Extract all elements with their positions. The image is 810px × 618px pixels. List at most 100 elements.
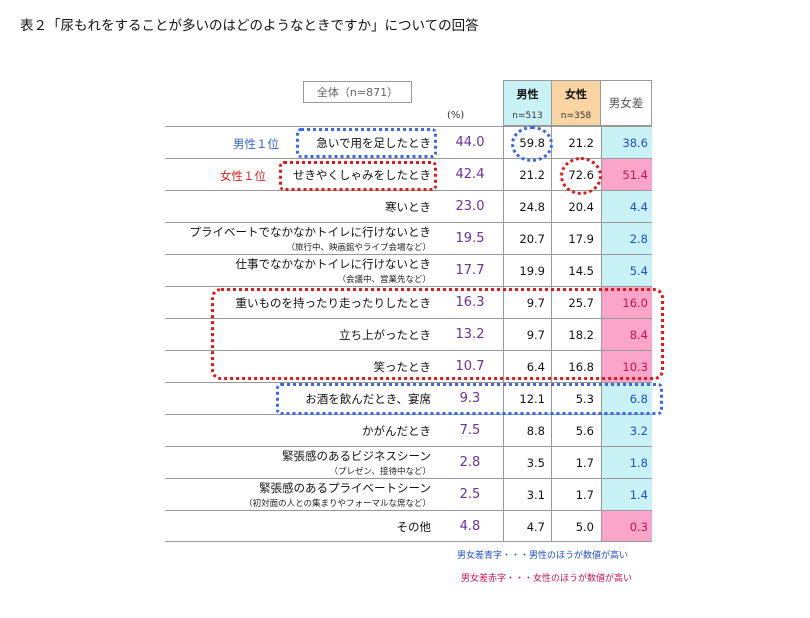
page-title: 表２「尿もれをすることが多いのはどのようなときですか」についての回答 (20, 18, 479, 34)
male-group-highlight (276, 383, 663, 415)
male-value: 3.5 (503, 447, 551, 478)
male-value: 3.1 (503, 479, 551, 510)
row-label-text: 急いで用を足したとき (316, 136, 431, 150)
total-value: 4.8 (459, 519, 481, 534)
male-top-value-circle (511, 126, 553, 162)
row-label: プライベートでなかなかトイレに行けないとき （旅行中、映画館やライブ会場など） (165, 223, 432, 254)
table-row: 緊張感のあるプライベートシーン （初対面の人との集まりやフォーマルな席など） 2.5… (165, 478, 652, 510)
female-value: 14.5 (551, 255, 600, 286)
total-value: 7.5 (459, 423, 481, 438)
male-value: 24.8 (503, 191, 551, 222)
total-value: 10.7 (455, 359, 485, 374)
total-value: 2.8 (459, 455, 481, 470)
diff-value: 1.4 (601, 479, 652, 510)
row-label-text: その他 (396, 520, 432, 534)
diff-value: 16.0 (601, 287, 652, 318)
diff-value: 10.3 (601, 351, 652, 382)
table-row: 緊張感のあるビジネスシーン （プレゼン、接待中など） 2.8 3.5 1.7 1.8 (165, 446, 652, 478)
female-value: 5.3 (551, 383, 600, 414)
female-value: 17.9 (551, 223, 600, 254)
male-value: 9.7 (503, 287, 551, 318)
row-label: かがんだとき (165, 415, 431, 446)
row-label-text: 緊張感のあるプライベートシーン (259, 481, 431, 495)
female-header-label: 女性 (565, 88, 587, 101)
female-value: 16.8 (551, 351, 600, 382)
total-value: 23.0 (455, 199, 485, 214)
male-value: 9.7 (503, 319, 551, 350)
female-sample-size: n=358 (560, 111, 592, 121)
row-label-text: せきやくしゃみをしたとき (293, 168, 431, 182)
table-row: 仕事でなかなかトイレに行けないとき （会議中、営業先など） 17.7 19.9 14.5… (165, 254, 652, 286)
female-value: 25.7 (551, 287, 600, 318)
row-sublabel: （初対面の人との集まりやフォーマルな席など） (244, 499, 431, 509)
legend-red: 男女差赤字・・・女性のほうが数値が高い (461, 574, 633, 584)
unit-label: (%) (447, 110, 465, 121)
female-value: 5.0 (551, 511, 600, 541)
total-value: 44.0 (455, 135, 485, 150)
table-row: かがんだとき 7.5 8.8 5.6 3.2 (165, 414, 652, 446)
female-top-value-circle (560, 157, 602, 195)
row-label: 急いで用を足したとき (165, 127, 431, 158)
row-label: 緊張感のあるビジネスシーン （プレゼン、接待中など） (165, 447, 431, 478)
total-value: 17.7 (455, 263, 485, 278)
table-row: 立ち上がったとき 13.2 9.7 18.2 8.4 (165, 318, 652, 350)
row-label: 立ち上がったとき (165, 319, 431, 350)
female-group-highlight (211, 288, 664, 380)
female-value: 20.4 (551, 191, 600, 222)
female-value: 5.6 (551, 415, 600, 446)
male-sample-size: n=513 (512, 111, 543, 121)
female-value: 18.2 (551, 319, 600, 350)
male-value: 19.9 (503, 255, 551, 286)
row-label-text: 寒いとき (385, 200, 431, 214)
male-column-header: 男性 n=513 (503, 80, 552, 126)
diff-value: 4.4 (601, 191, 652, 222)
row-label-text: 緊張感のあるビジネスシーン (282, 449, 431, 463)
total-column-header: 全体（n=871） (303, 81, 412, 103)
row-label: 緊張感のあるプライベートシーン （初対面の人との集まりやフォーマルな席など） (165, 479, 431, 510)
total-value: 9.3 (459, 391, 481, 406)
row-label: その他 (165, 511, 432, 541)
row-label: 重いものを持ったり走ったりしたとき (165, 287, 432, 318)
row-label: 笑ったとき (165, 351, 432, 382)
female-top-highlight (279, 161, 437, 191)
table-row: その他 4.8 4.7 5.0 0.3 (165, 510, 652, 542)
male-top-highlight (296, 128, 437, 158)
diff-value: 38.6 (601, 127, 652, 158)
total-value: 16.3 (455, 295, 485, 310)
diff-value: 1.8 (601, 447, 652, 478)
table-row: 笑ったとき 10.7 6.4 16.8 10.3 (165, 350, 652, 382)
total-value: 42.4 (455, 167, 485, 182)
row-label: せきやくしゃみをしたとき (165, 159, 431, 190)
legend-blue: 男女差青字・・・男性のほうが数値が高い (457, 551, 629, 561)
diff-value: 0.3 (601, 511, 652, 541)
total-value: 2.5 (459, 487, 481, 502)
table-row: 重いものを持ったり走ったりしたとき 16.3 9.7 25.7 16.0 (165, 286, 652, 318)
table-row: プライベートでなかなかトイレに行けないとき （旅行中、映画館やライブ会場など） 19… (165, 222, 652, 254)
total-value: 13.2 (455, 327, 485, 342)
female-value: 21.2 (551, 127, 600, 158)
row-label-text: 立ち上がったとき (339, 328, 431, 342)
female-column-header: 女性 n=358 (552, 80, 601, 126)
table-row: せきやくしゃみをしたとき 42.4 21.2 72.6 51.4 (165, 158, 652, 190)
diff-value: 51.4 (601, 159, 652, 190)
row-label-text: 仕事でなかなかトイレに行けないとき (235, 257, 432, 271)
male-value: 12.1 (503, 383, 551, 414)
table-row: お酒を飲んだとき、宴席 9.3 12.1 5.3 6.8 (165, 382, 652, 414)
row-label-text: お酒を飲んだとき、宴席 (305, 392, 431, 406)
female-value: 1.7 (551, 479, 600, 510)
row-label-text: プライベートでなかなかトイレに行けないとき (189, 225, 432, 239)
male-value: 20.7 (503, 223, 551, 254)
results-table: 急いで用を足したとき 44.0 59.8 21.2 38.6 せきやくしゃみをしたとき 42… (165, 126, 652, 542)
total-value: 19.5 (455, 231, 485, 246)
male-value: 6.4 (503, 351, 551, 382)
row-label: お酒を飲んだとき、宴席 (165, 383, 431, 414)
row-label-text: 笑ったとき (373, 360, 432, 374)
diff-column-header: 男女差 (601, 80, 652, 126)
diff-value: 3.2 (601, 415, 652, 446)
row-sublabel: （会議中、営業先など） (337, 275, 431, 285)
female-rank-label: 女性１位 (220, 169, 266, 183)
row-sublabel: （プレゼン、接待中など） (329, 467, 432, 477)
male-header-label: 男性 (516, 88, 539, 101)
male-value: 21.2 (503, 159, 551, 190)
row-label: 寒いとき (165, 191, 431, 222)
